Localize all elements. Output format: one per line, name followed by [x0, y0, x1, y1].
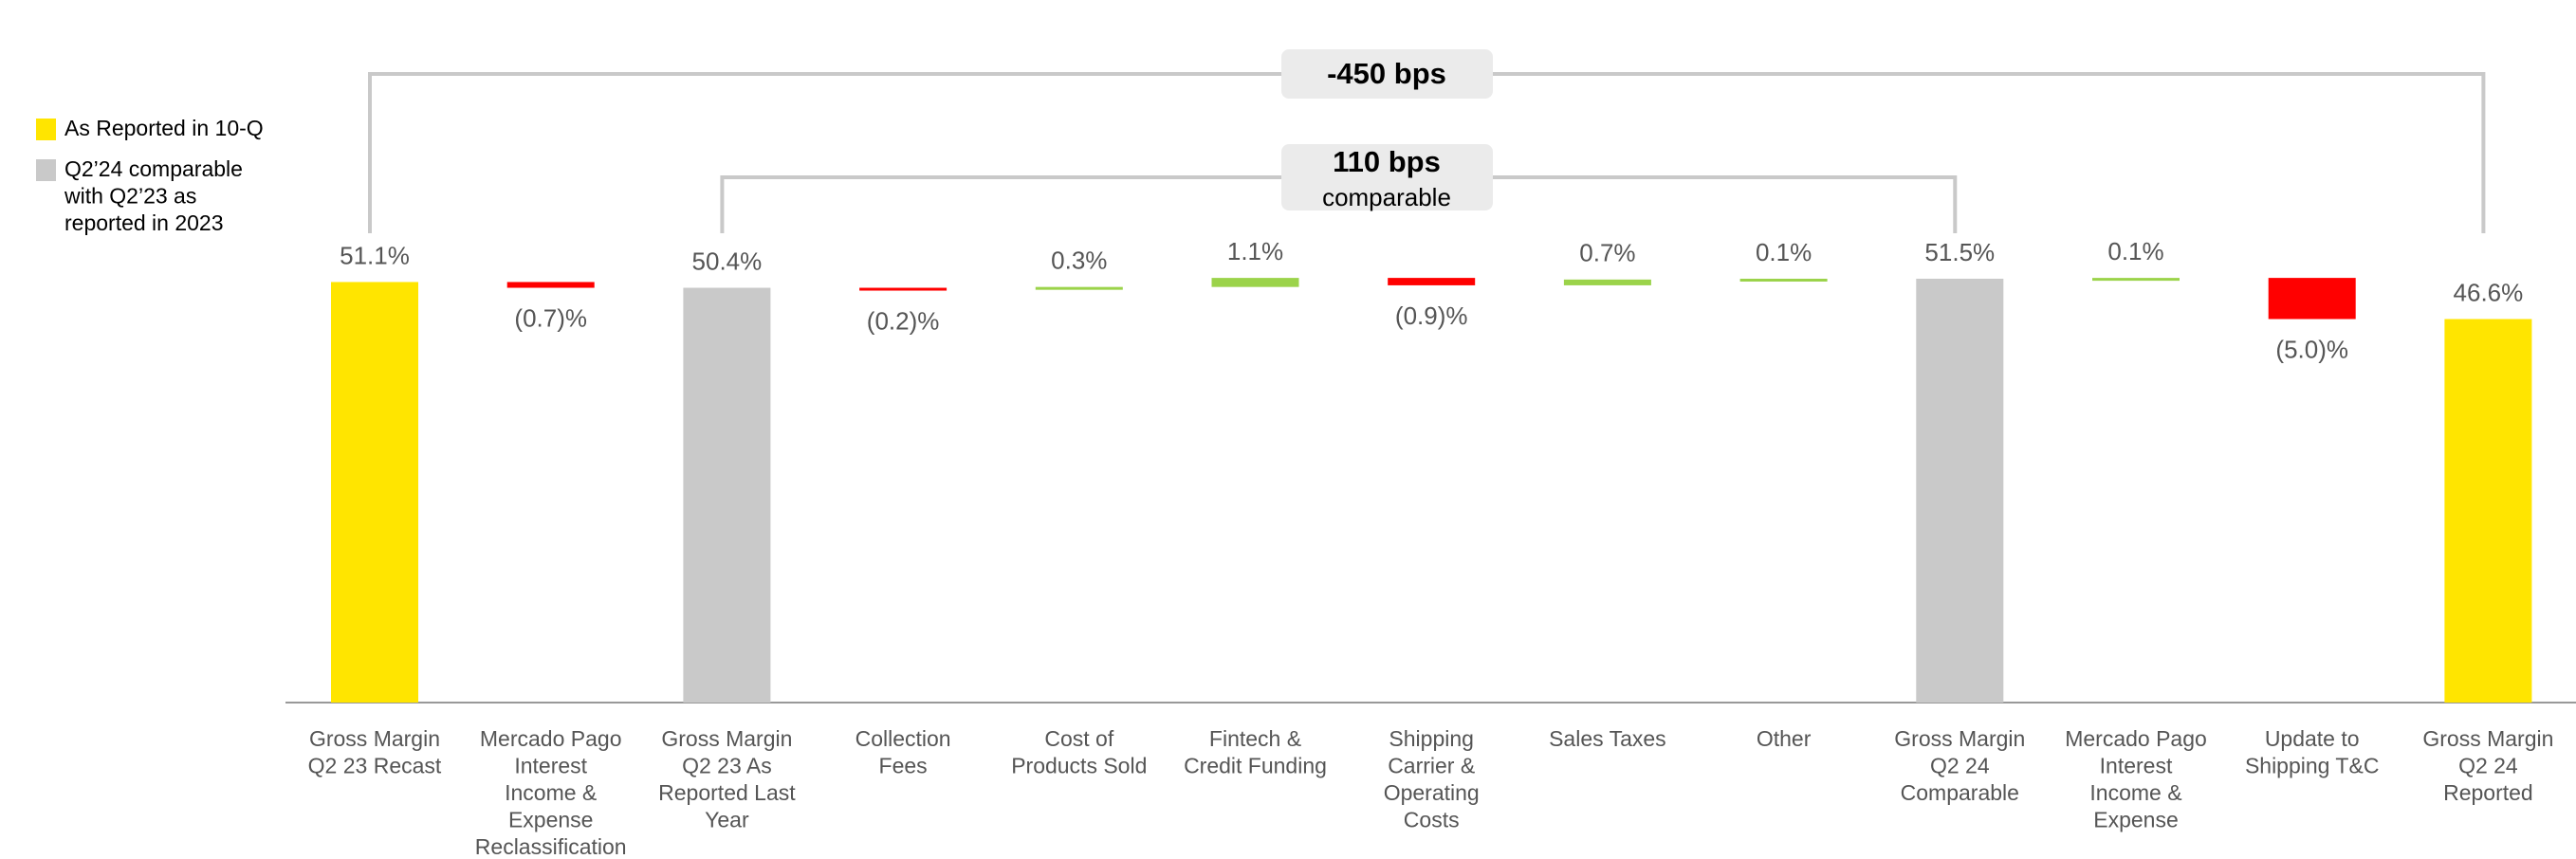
- bar: [1563, 279, 1651, 285]
- bar: [2268, 278, 2356, 320]
- x-tick-label: Gross Margin Q2 23 As Reported Last Year: [658, 726, 796, 832]
- bar: [1916, 278, 2004, 703]
- value-label: 46.6%: [2454, 278, 2524, 306]
- value-label: 50.4%: [692, 247, 763, 275]
- bar: [2444, 319, 2532, 703]
- legend-label: Q2’24 comparable with Q2’23 as reported in…: [64, 156, 243, 235]
- x-tick-label: Mercado Pago Interest Income & Expense: [2065, 726, 2207, 832]
- x-tick-label: Mercado Pago Interest Income & Expense Recla…: [475, 726, 627, 859]
- legend-swatch: [36, 159, 56, 181]
- bar: [1035, 286, 1123, 290]
- bar: [1211, 278, 1299, 287]
- x-tick-label: Fintech & Credit Funding: [1184, 726, 1327, 778]
- x-tick-label: Cost of Products Sold: [1011, 726, 1147, 778]
- annotation-box: [1281, 49, 1493, 99]
- bar: [1739, 278, 1828, 282]
- value-label: (0.7)%: [514, 303, 587, 332]
- value-label: 0.1%: [1756, 238, 1812, 266]
- x-tick-label: Gross Margin Q2 23 Recast: [308, 726, 442, 778]
- bar: [683, 287, 771, 703]
- legend-label: As Reported in 10-Q: [64, 116, 264, 140]
- bar: [331, 282, 418, 703]
- value-label: 51.1%: [340, 241, 410, 269]
- x-tick-label: Update to Shipping T&C: [2245, 726, 2380, 778]
- bar: [2092, 278, 2180, 282]
- value-label: 0.3%: [1051, 247, 1107, 275]
- value-label: (0.9)%: [1395, 302, 1468, 330]
- annotation-text: -450 bps: [1327, 57, 1446, 90]
- value-label: 0.7%: [1579, 239, 1635, 267]
- x-tick-label: Shipping Carrier & Operating Costs: [1384, 726, 1480, 832]
- annotation-box: [1281, 144, 1493, 210]
- x-tick-label: Gross Margin Q2 24 Reported: [2422, 726, 2553, 805]
- value-label: 0.1%: [2107, 237, 2163, 265]
- x-tick-label: Collection Fees: [856, 726, 951, 778]
- x-tick-label: Sales Taxes: [1549, 726, 1666, 751]
- value-label: (0.2)%: [867, 306, 940, 335]
- x-tick-label: Other: [1757, 726, 1812, 751]
- value-label: 1.1%: [1227, 237, 1283, 265]
- bar: [859, 287, 948, 291]
- bar: [506, 282, 595, 288]
- annotation-text: 110 bps: [1333, 145, 1441, 178]
- bar: [1388, 278, 1476, 285]
- value-label: 51.5%: [1924, 238, 1995, 266]
- x-tick-label: Gross Margin Q2 24 Comparable: [1894, 726, 2025, 805]
- value-label: (5.0)%: [2275, 335, 2348, 363]
- legend-swatch: [36, 119, 56, 140]
- annotation-subtext: comparable: [1322, 183, 1451, 211]
